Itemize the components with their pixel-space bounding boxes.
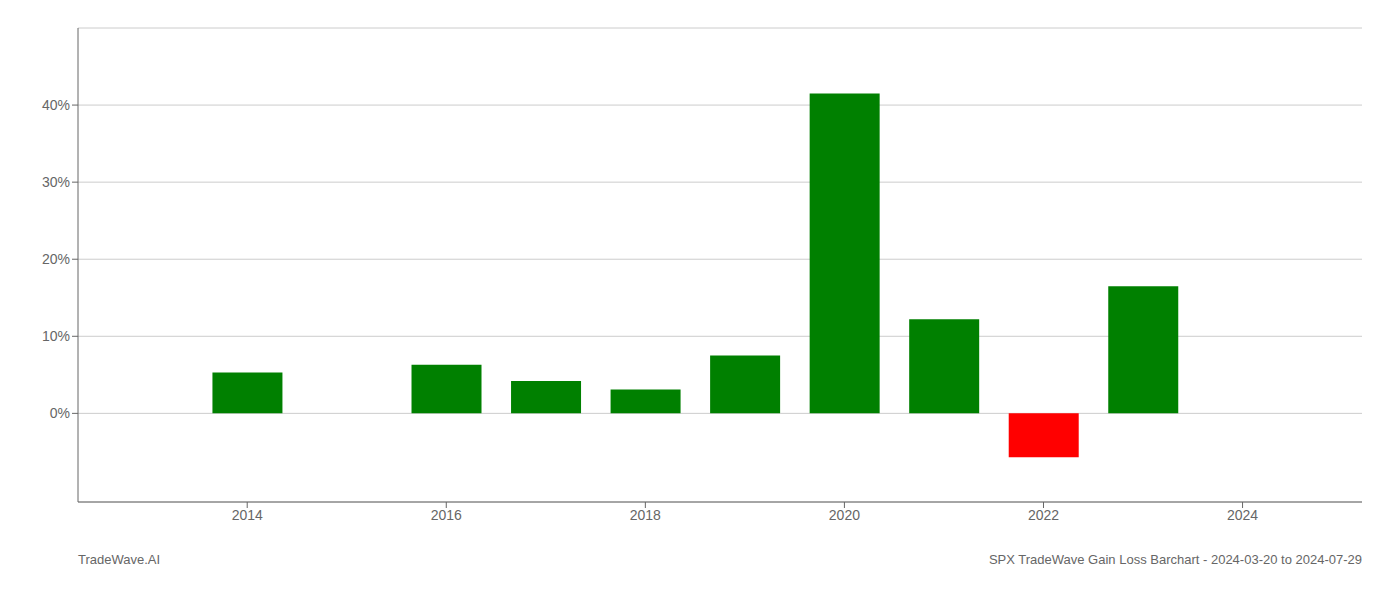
- svg-text:0%: 0%: [50, 405, 70, 421]
- svg-text:30%: 30%: [42, 174, 70, 190]
- svg-text:2018: 2018: [630, 507, 661, 523]
- svg-text:2020: 2020: [829, 507, 860, 523]
- html-text:SPX TradeWave Gain Loss Barcha: SPX TradeWave Gain Loss Barchart - 2024-…: [988, 552, 1362, 567]
- svg-text:2014: 2014: [232, 507, 263, 523]
- html-text:TradeWave.AI: TradeWave.AI: [78, 552, 161, 567]
- svg-text:2022: 2022: [1028, 507, 1059, 523]
- svg-text:20%: 20%: [42, 251, 70, 267]
- svg-text:2016: 2016: [431, 507, 462, 523]
- svg-text:2024: 2024: [1227, 507, 1258, 523]
- svg-text:40%: 40%: [42, 97, 70, 113]
- svg-text:10%: 10%: [42, 328, 70, 344]
